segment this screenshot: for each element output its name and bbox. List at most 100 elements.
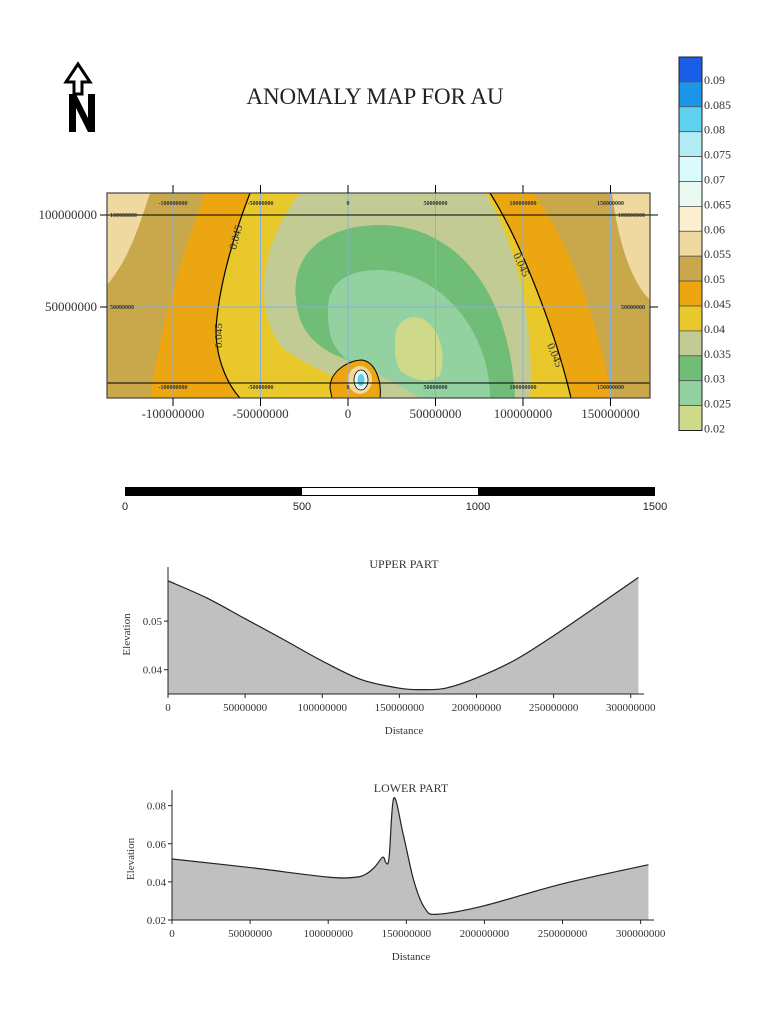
y-tick-label: 0.06 [147, 839, 167, 851]
legend-label: 0.025 [704, 397, 731, 411]
legend-label: 0.065 [704, 197, 731, 211]
map-inner-label: 50000000 [621, 305, 645, 311]
map-inner-label: 100000000 [510, 385, 537, 391]
map-y-tick-label: 50000000 [45, 299, 97, 314]
scale-segment-white [302, 488, 478, 495]
map-x-tick-label: 100000000 [494, 406, 553, 421]
map-x-tick-label: -50000000 [232, 406, 288, 421]
scale-label: 500 [292, 501, 312, 513]
y-tick-label: 0.02 [147, 915, 166, 927]
map-inner-label: -100000000 [159, 385, 188, 391]
x-tick-label: 250000000 [529, 702, 579, 714]
x-tick-label: 200000000 [452, 702, 502, 714]
map-inner-label: 150000000 [597, 385, 624, 391]
scale-segment-black [126, 488, 302, 495]
x-tick-label: 200000000 [460, 928, 510, 940]
map-inner-label: -50000000 [248, 385, 274, 391]
x-tick-label: 300000000 [606, 702, 656, 714]
x-axis-label: Distance [385, 725, 424, 737]
legend-swatch [678, 330, 703, 357]
map-inner-label: 50000000 [424, 385, 448, 391]
legend-swatch [678, 305, 703, 332]
legend-swatch [678, 131, 703, 157]
band-0.02 [394, 317, 443, 381]
legend-label: 0.04 [704, 322, 725, 336]
chart-title: UPPER PART [369, 557, 439, 571]
scale-bar [125, 487, 655, 496]
legend-label: 0.02 [704, 422, 725, 436]
y-tick-label: 0.04 [147, 877, 167, 889]
legend-swatch [678, 380, 703, 407]
map-y-tick-label: 100000000 [39, 207, 98, 222]
x-tick-label: 50000000 [223, 702, 268, 714]
x-tick-label: 50000000 [228, 928, 273, 940]
legend-label: 0.055 [704, 247, 731, 261]
map-inner-label: 0 [347, 385, 350, 391]
legend-label: 0.08 [704, 123, 725, 137]
x-axis-label: Distance [392, 951, 431, 963]
legend-swatch [678, 156, 703, 182]
map-title: ANOMALY MAP FOR AU [246, 84, 504, 109]
map-x-tick-label: -100000000 [142, 406, 205, 421]
map-x-tick-label: 50000000 [410, 406, 462, 421]
legend-label: 0.05 [704, 272, 725, 286]
legend-label: 0.09 [704, 73, 725, 87]
x-tick-label: 0 [165, 702, 171, 714]
anomaly-map: 0.045 0.045 0.045 0.045 -100000000-10000… [39, 185, 658, 421]
x-tick-label: 0 [169, 928, 175, 940]
legend-swatch [678, 355, 703, 382]
x-tick-label: 100000000 [303, 928, 353, 940]
legend-swatch [678, 280, 703, 307]
map-inner-label: -50000000 [248, 201, 274, 207]
legend-swatch [678, 106, 703, 133]
legend-label: 0.07 [704, 173, 725, 187]
lower-profile-chart: LOWER PART 0 50000000 100000000 150000000 200… [125, 781, 666, 963]
y-tick-label: 0.05 [143, 616, 163, 628]
legend-label: 0.075 [704, 148, 731, 162]
x-tick-label: 300000000 [616, 928, 666, 940]
x-tick-label: 250000000 [538, 928, 588, 940]
map-inner-label: 50000000 [424, 201, 448, 207]
y-tick-label: 0.08 [147, 801, 167, 813]
legend-swatch [678, 230, 703, 257]
x-tick-label: 100000000 [297, 702, 347, 714]
upper-profile-chart: UPPER PART 0 50000000 100000000 150000000 200… [121, 557, 656, 737]
legend-label: 0.06 [704, 222, 725, 236]
contour-0.045-right [489, 193, 572, 398]
contour-0.045-left [215, 193, 251, 398]
legend-swatch [678, 81, 703, 108]
x-tick-label: 150000000 [382, 928, 432, 940]
color-legend: 0.09 0.085 0.08 0.075 0.07 0.065 0.06 0.055 0.05… [678, 56, 731, 436]
profile-line [171, 797, 649, 915]
band-0.055-left [107, 193, 150, 285]
scale-label: 1000 [465, 501, 491, 513]
map-inner-label: 150000000 [597, 201, 624, 207]
profile-line [167, 576, 639, 691]
profile-area [168, 577, 639, 694]
map-inner-label: 50000000 [110, 305, 134, 311]
chart-title: LOWER PART [374, 781, 449, 795]
profile-area [172, 797, 649, 920]
map-inner-label: 0 [347, 201, 350, 207]
x-tick-label: 150000000 [375, 702, 425, 714]
y-axis-label: Elevation [121, 613, 133, 656]
scale-segment-black [478, 488, 654, 495]
map-frame [106, 192, 651, 399]
y-axis-label: Elevation [125, 837, 137, 880]
peak-core [357, 374, 365, 386]
legend-swatch [678, 255, 703, 282]
legend-label: 0.045 [704, 297, 731, 311]
legend-swatch [678, 181, 703, 207]
map-x-tick-label: 150000000 [581, 406, 640, 421]
legend-label: 0.03 [704, 372, 725, 386]
legend-frame [678, 56, 703, 431]
contour-label: 0.045 [213, 323, 225, 348]
scale-label: 1500 [642, 501, 668, 513]
legend-label: 0.035 [704, 347, 731, 361]
y-tick-label: 0.04 [143, 665, 163, 677]
map-inner-label: -100000000 [159, 201, 188, 207]
map-x-tick-label: 0 [345, 406, 352, 421]
band-0.055-right [612, 193, 650, 300]
map-inner-label: 100000000 [110, 213, 137, 219]
legend-swatch [678, 56, 703, 83]
